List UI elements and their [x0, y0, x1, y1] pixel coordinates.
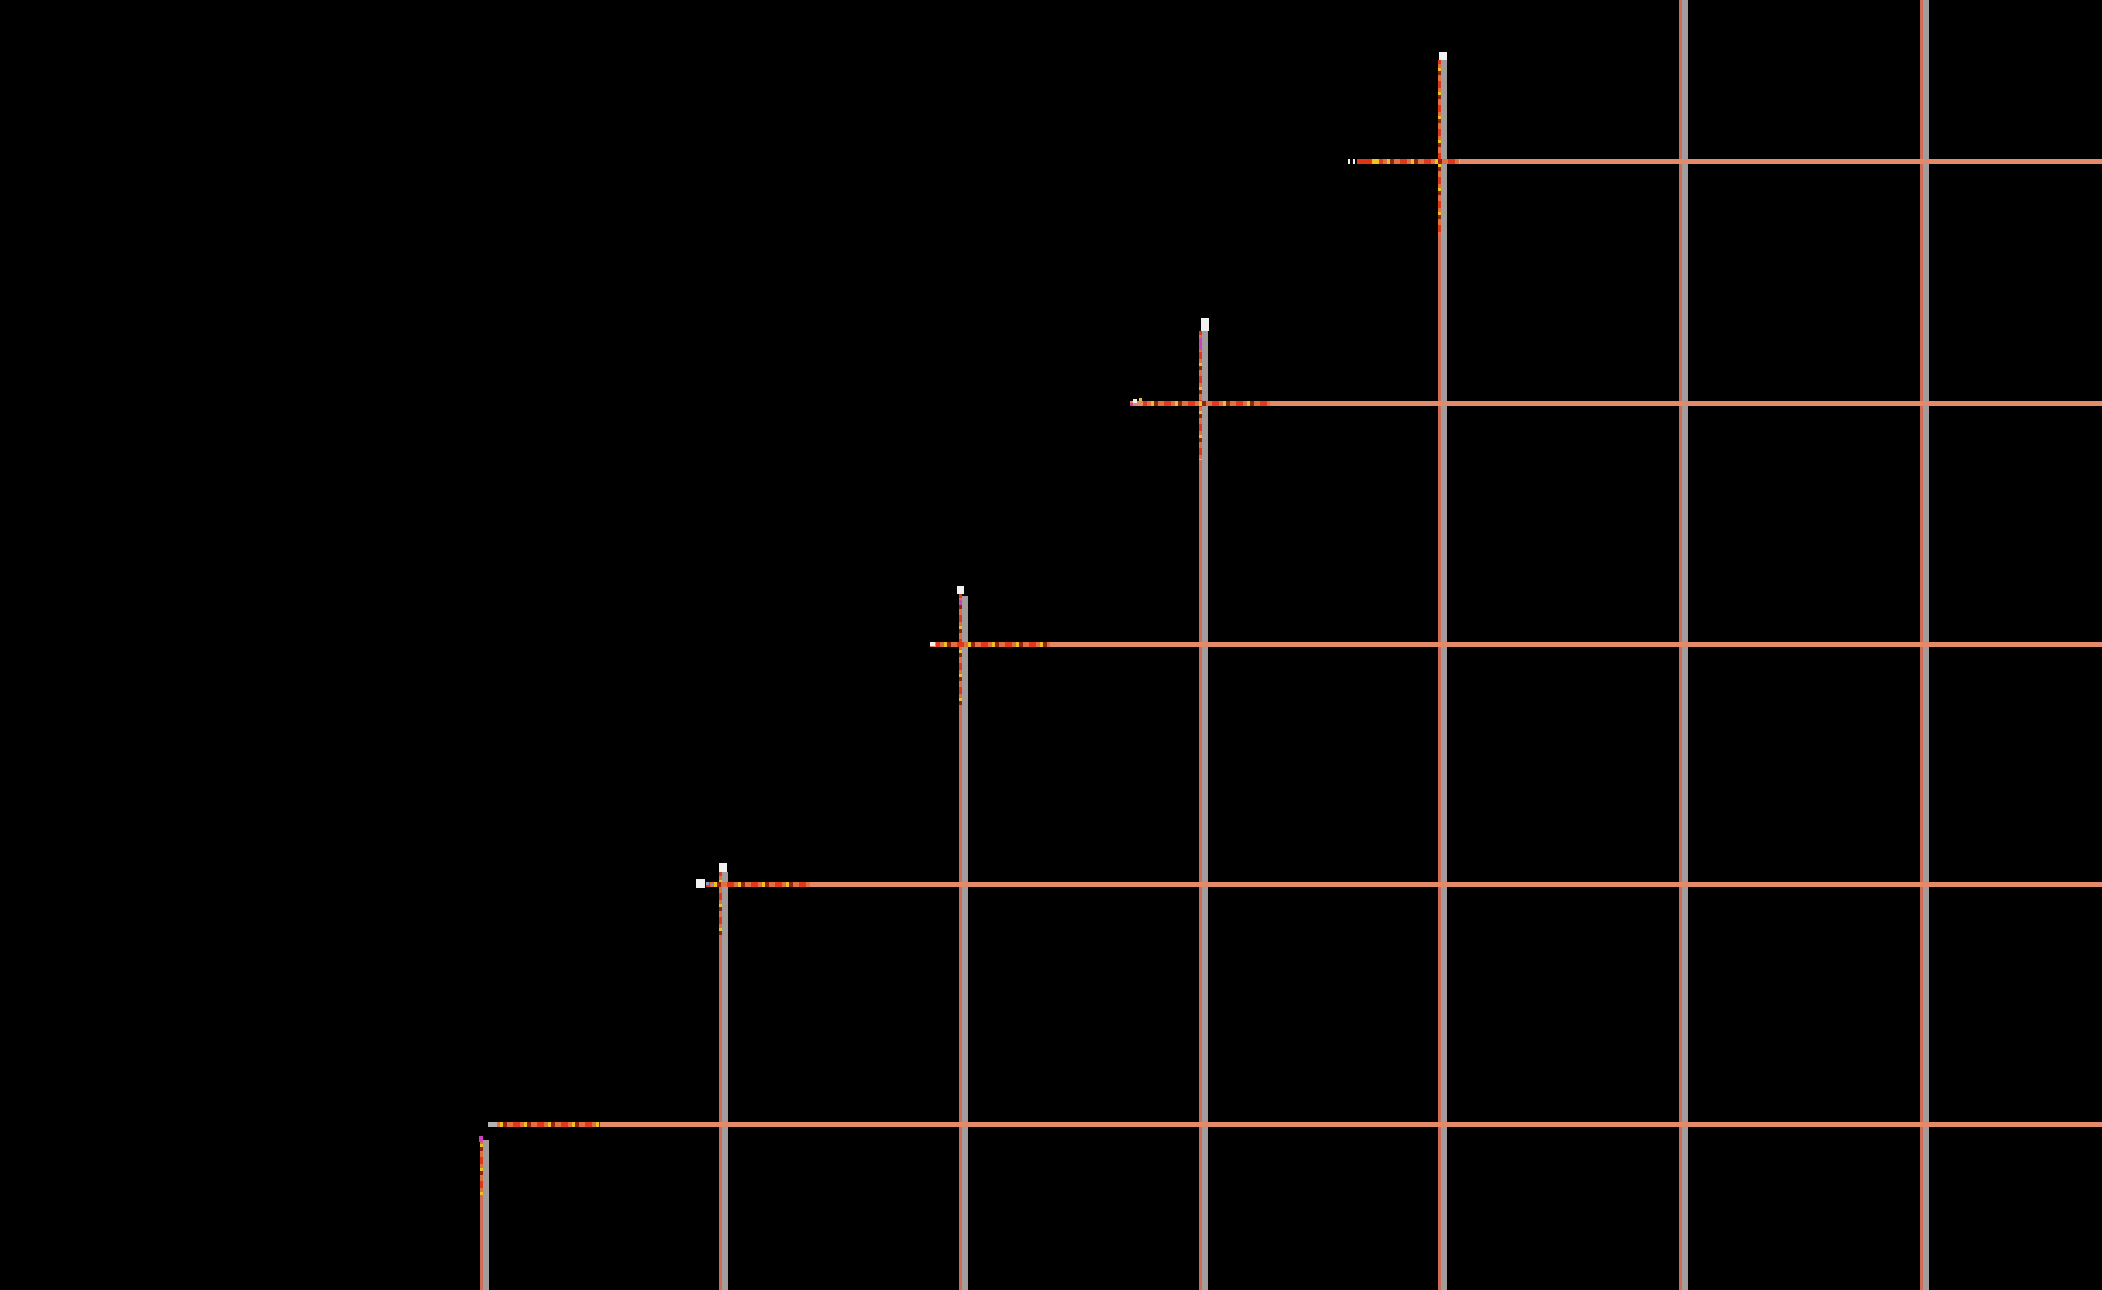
- color-speck: [930, 642, 935, 646]
- vertical-line-shadow: [1441, 60, 1447, 1290]
- vertical-step-line: [480, 1136, 483, 1290]
- vertical-line-dither: [719, 872, 722, 935]
- color-speck: [1357, 159, 1372, 164]
- color-speck: [706, 882, 709, 885]
- corner-marker: [719, 863, 727, 872]
- horizontal-line-dither: [936, 642, 1050, 647]
- vertical-line-shadow: [483, 1140, 489, 1290]
- vertical-line-dither: [480, 1136, 483, 1195]
- horizontal-step-line: [930, 642, 2102, 647]
- horizontal-line-dither: [706, 882, 810, 887]
- vertical-line-dither: [959, 594, 962, 705]
- horizontal-line-dither: [1379, 159, 1460, 164]
- vertical-line-shadow: [1202, 331, 1208, 1290]
- corner-marker: [1439, 52, 1447, 60]
- corner-marker: [488, 1122, 497, 1127]
- horizontal-step-line: [492, 1122, 2102, 1127]
- vertical-step-line: [959, 594, 962, 1290]
- color-speck: [1372, 159, 1379, 164]
- color-speck: [1130, 403, 1133, 406]
- vertical-step-line: [1199, 331, 1202, 1290]
- corner-marker: [957, 586, 964, 594]
- vertical-line-dither: [1438, 60, 1441, 235]
- horizontal-step-line: [1130, 401, 2102, 406]
- vertical-line-dither: [1199, 331, 1202, 460]
- dotted-line-tip: [1348, 159, 1357, 164]
- color-speck: [1199, 338, 1202, 350]
- corner-marker: [1201, 318, 1209, 331]
- color-speck: [959, 600, 962, 605]
- color-speck: [711, 884, 713, 886]
- corner-marker: [696, 879, 705, 888]
- vertical-line-shadow: [722, 872, 728, 1290]
- horizontal-step-line: [706, 882, 2102, 887]
- color-speck: [479, 1136, 483, 1142]
- color-speck: [1139, 398, 1142, 401]
- horizontal-line-dither: [1143, 401, 1270, 406]
- horizontal-line-dither: [492, 1122, 600, 1127]
- color-speck: [1133, 399, 1137, 403]
- vertical-line-shadow: [962, 596, 968, 1290]
- horizontal-step-line: [1357, 159, 2102, 164]
- vertical-step-line: [719, 872, 722, 1290]
- vertical-step-line: [1438, 60, 1441, 1290]
